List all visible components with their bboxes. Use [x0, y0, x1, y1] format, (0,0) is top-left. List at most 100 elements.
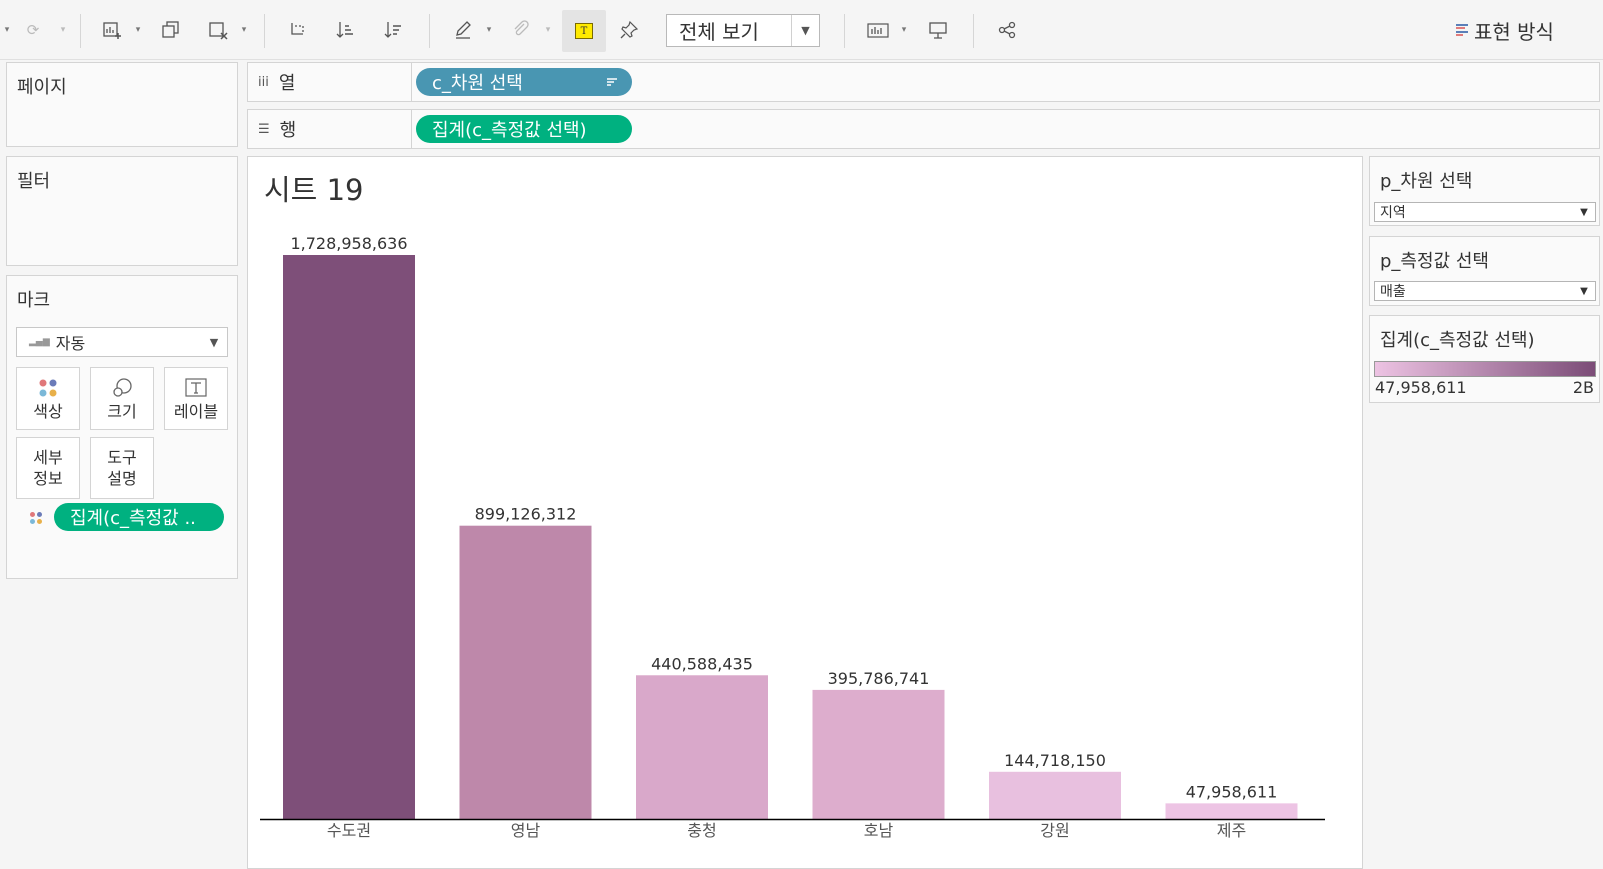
show-cards-dropdown-icon[interactable]: ▾ [901, 25, 907, 35]
toolbar: ▾ ⟳ ▾ ▾ ▾ ▾ ▾ T [0, 0, 1603, 60]
measure-pill[interactable]: 집계(c_측정값 선택) [416, 115, 632, 143]
chevron-down-icon: ▼ [791, 15, 819, 46]
mark-type-select[interactable]: ▂▄▆ 자동 ▼ [16, 327, 228, 357]
highlight-icon[interactable] [448, 14, 478, 46]
show-me-icon [1456, 24, 1468, 36]
bar-1[interactable] [283, 255, 415, 819]
chevron-down-icon: ▼ [1580, 285, 1588, 297]
data-label-1: 1,728,958,636 [290, 234, 407, 253]
sort-ascending-icon[interactable] [331, 14, 361, 46]
color-icon [37, 375, 59, 401]
category-label-6: 제주 [1217, 821, 1246, 840]
chevron-down-icon: ▼ [209, 335, 219, 349]
group-members-icon[interactable] [506, 14, 536, 46]
bar-6[interactable] [1165, 803, 1298, 819]
mark-type-value: 자동 [55, 334, 86, 353]
show-me-label: 표현 방식 [1474, 19, 1554, 44]
color-measure-pill[interactable]: 집계(c_측정값 .. [54, 503, 224, 531]
category-label-3: 충청 [687, 821, 716, 840]
tooltip-label: 도구 설명 [107, 448, 137, 488]
undo-dropdown-icon[interactable]: ▾ [4, 25, 10, 35]
dimension-parameter-value: 지역 [1380, 205, 1406, 221]
size-icon [111, 375, 133, 401]
clear-sheet-icon[interactable] [203, 14, 233, 46]
category-label-2: 영남 [511, 821, 541, 840]
clear-dropdown-icon[interactable]: ▾ [241, 25, 247, 35]
bar-chart-icon: ▂▄▆ [29, 337, 50, 347]
color-encoding-icon [29, 510, 43, 529]
detail-label: 세부 정보 [33, 448, 63, 488]
share-icon[interactable] [992, 14, 1022, 46]
label-label: 레이블 [173, 402, 219, 421]
marks-title: 마크 [17, 290, 51, 311]
show-me-button[interactable]: 표현 방식 [1456, 16, 1554, 44]
data-label-6: 47,958,611 [1186, 782, 1278, 801]
new-worksheet-icon[interactable] [97, 14, 127, 46]
color-legend-max: 2B [1572, 378, 1594, 397]
rows-icon: ☰ [258, 121, 270, 137]
data-label-4: 395,786,741 [828, 669, 930, 688]
columns-shelf-label: iii 열 [248, 63, 412, 101]
tooltip-button[interactable]: 도구 설명 [90, 437, 154, 499]
swap-rows-columns-icon[interactable] [283, 14, 313, 46]
color-button[interactable]: 색상 [16, 367, 80, 430]
measure-parameter-select[interactable]: 매출 ▼ [1374, 281, 1596, 301]
presentation-mode-icon[interactable] [923, 14, 953, 46]
bar-4[interactable] [812, 689, 945, 819]
color-label: 색상 [33, 402, 63, 421]
group-dropdown-icon[interactable]: ▾ [545, 25, 551, 35]
category-label-4: 호남 [864, 821, 894, 840]
measure-parameter-title: p_측정값 선택 [1380, 251, 1489, 272]
sort-indicator-icon [606, 73, 618, 94]
category-label-1: 수도권 [327, 821, 371, 840]
pin-axis-icon[interactable] [614, 14, 644, 46]
chevron-down-icon: ▼ [1580, 206, 1588, 218]
highlight-dropdown-icon[interactable]: ▾ [486, 25, 492, 35]
data-label-2: 899,126,312 [475, 505, 577, 524]
pages-title: 페이지 [17, 77, 67, 98]
color-legend-ramp [1374, 361, 1596, 377]
fit-view-value: 전체 보기 [679, 20, 759, 44]
fit-view-select[interactable]: 전체 보기 ▼ [666, 14, 820, 47]
sort-descending-icon[interactable] [379, 14, 409, 46]
worksheet-view: 시트 19 1,728,958,636 수도권 899,126,312 영남 440,5… [247, 156, 1363, 869]
rows-label-text: 행 [279, 120, 297, 141]
sheet-title: 시트 19 [264, 173, 364, 207]
detail-button[interactable]: 세부 정보 [16, 437, 80, 499]
dimension-parameter-title: p_차원 선택 [1380, 171, 1473, 192]
measure-parameter-card: p_측정값 선택 매출 ▼ [1369, 236, 1600, 306]
filters-title: 필터 [17, 171, 51, 192]
rows-shelf-label: ☰ 행 [248, 110, 412, 148]
label-button[interactable]: 레이블 [164, 367, 228, 430]
duplicate-sheet-icon[interactable] [156, 14, 186, 46]
show-mark-labels-icon[interactable]: T [562, 10, 606, 52]
dimension-pill[interactable]: c_차원 선택 [416, 68, 632, 96]
data-label-3: 440,588,435 [651, 654, 753, 673]
redo-icon[interactable]: ⟳ [26, 21, 40, 39]
pages-panel[interactable]: 페이지 [6, 62, 238, 147]
new-worksheet-dropdown-icon[interactable]: ▾ [135, 25, 141, 35]
dimension-parameter-select[interactable]: 지역 ▼ [1374, 202, 1596, 222]
bar-5[interactable] [989, 771, 1121, 819]
dimension-pill-label: c_차원 선택 [432, 73, 523, 94]
category-label-5: 강원 [1040, 821, 1069, 840]
redo-dropdown-icon[interactable]: ▾ [60, 25, 66, 35]
rows-shelf[interactable]: ☰ 행 집계(c_측정값 선택) [247, 109, 1600, 149]
columns-shelf[interactable]: iii 열 c_차원 선택 [247, 62, 1600, 102]
color-legend-card[interactable]: 집계(c_측정값 선택) 47,958,611 2B [1369, 315, 1600, 403]
color-legend-title: 집계(c_측정값 선택) [1380, 330, 1535, 351]
bar-chart: 1,728,958,636 수도권 899,126,312 영남 440,588,435… [260, 234, 1325, 840]
bar-3[interactable] [636, 675, 768, 819]
columns-label-text: 열 [278, 73, 296, 94]
marks-panel: 마크 ▂▄▆ 자동 ▼ 색상 크기 레이블 세부 정보 [6, 275, 238, 579]
data-label-5: 144,718,150 [1004, 751, 1106, 770]
size-button[interactable]: 크기 [90, 367, 154, 430]
text-label-icon [185, 375, 207, 401]
columns-icon: iii [258, 74, 269, 90]
size-label: 크기 [107, 402, 137, 421]
bar-2[interactable] [459, 525, 592, 819]
show-cards-icon[interactable] [863, 14, 893, 46]
filters-panel[interactable]: 필터 [6, 156, 238, 266]
measure-parameter-value: 매출 [1380, 284, 1406, 300]
